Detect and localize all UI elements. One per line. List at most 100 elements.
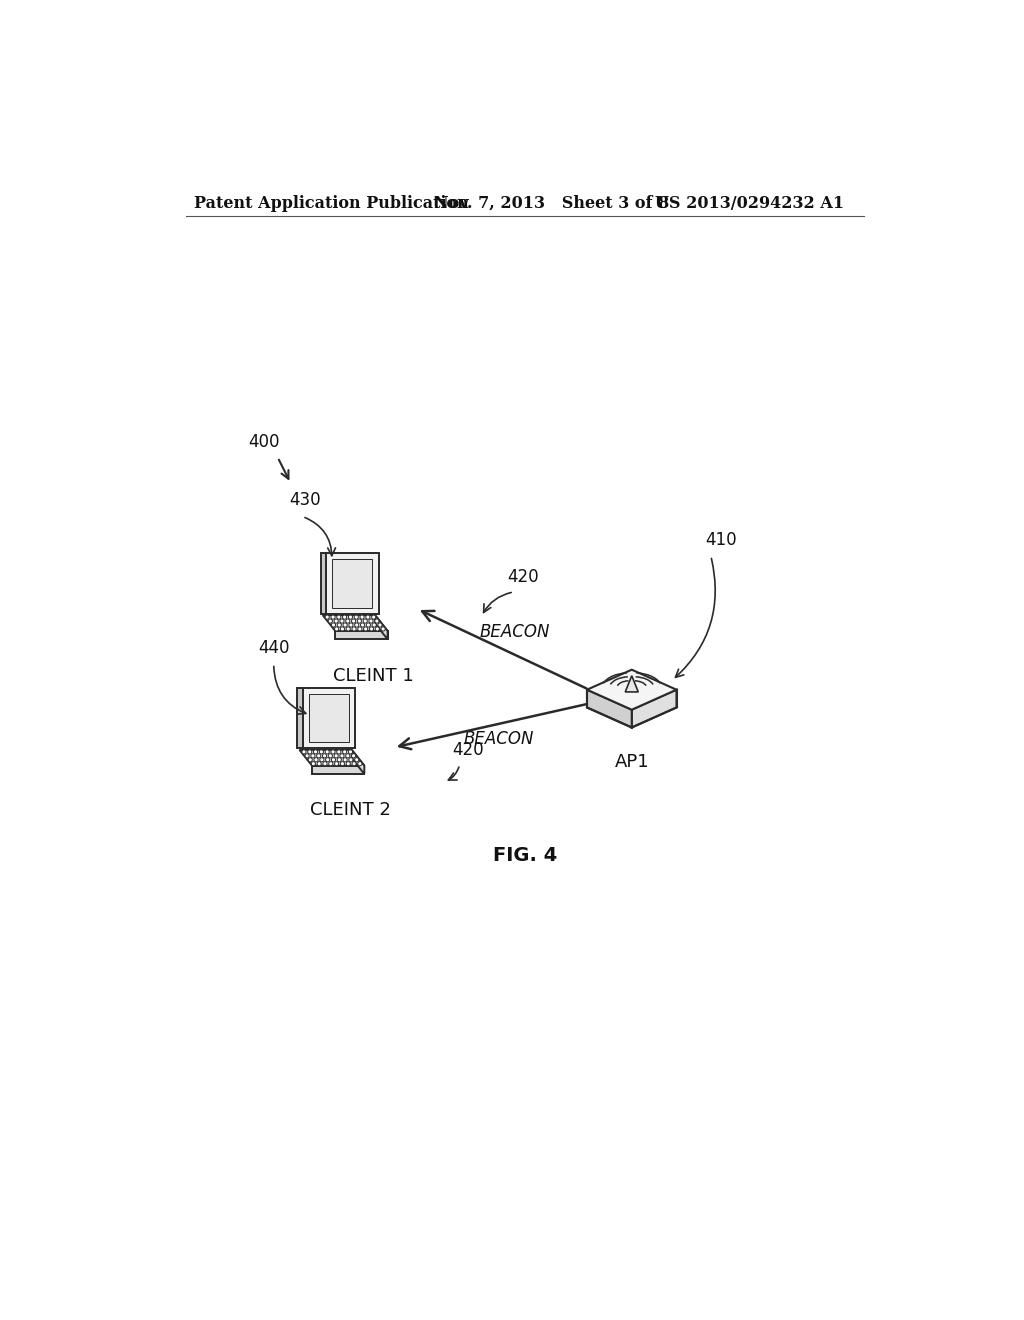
Circle shape — [337, 750, 341, 754]
Circle shape — [354, 615, 358, 619]
Circle shape — [305, 754, 309, 758]
Circle shape — [319, 758, 324, 762]
Circle shape — [375, 627, 379, 631]
Polygon shape — [312, 766, 365, 774]
Circle shape — [332, 623, 336, 627]
Circle shape — [352, 762, 356, 766]
FancyArrowPatch shape — [676, 558, 715, 677]
Text: 430: 430 — [289, 491, 321, 510]
Circle shape — [381, 627, 385, 631]
Circle shape — [346, 619, 350, 623]
Circle shape — [335, 627, 339, 631]
Circle shape — [323, 762, 327, 766]
Circle shape — [375, 619, 379, 623]
Text: BEACON: BEACON — [479, 623, 550, 642]
Circle shape — [349, 758, 353, 762]
Circle shape — [340, 619, 344, 623]
FancyArrowPatch shape — [305, 517, 336, 556]
Circle shape — [354, 758, 358, 762]
Circle shape — [340, 762, 344, 766]
Circle shape — [348, 615, 352, 619]
Circle shape — [378, 623, 382, 627]
Text: CLEINT 1: CLEINT 1 — [333, 667, 414, 685]
Circle shape — [302, 750, 306, 754]
Circle shape — [329, 619, 333, 623]
Circle shape — [323, 754, 327, 758]
Circle shape — [349, 623, 353, 627]
Polygon shape — [321, 553, 327, 614]
Circle shape — [340, 754, 344, 758]
Circle shape — [346, 762, 350, 766]
Polygon shape — [297, 688, 303, 748]
Circle shape — [372, 623, 376, 627]
Circle shape — [369, 619, 373, 623]
Circle shape — [313, 750, 317, 754]
Circle shape — [331, 750, 335, 754]
Circle shape — [360, 615, 365, 619]
Text: 400: 400 — [248, 433, 280, 451]
Circle shape — [343, 750, 347, 754]
Text: 440: 440 — [258, 639, 290, 657]
Circle shape — [352, 627, 356, 631]
Polygon shape — [626, 676, 638, 692]
Text: FIG. 4: FIG. 4 — [493, 846, 557, 865]
Text: AP1: AP1 — [614, 752, 649, 771]
Circle shape — [316, 754, 321, 758]
Polygon shape — [323, 615, 388, 631]
Circle shape — [354, 623, 358, 627]
Text: Patent Application Publication: Patent Application Publication — [194, 194, 469, 211]
Polygon shape — [299, 750, 365, 766]
Circle shape — [329, 762, 333, 766]
Circle shape — [346, 627, 350, 631]
Polygon shape — [335, 631, 388, 639]
Circle shape — [343, 623, 347, 627]
Circle shape — [317, 762, 322, 766]
Circle shape — [325, 750, 330, 754]
Text: 420: 420 — [452, 741, 483, 759]
Circle shape — [331, 615, 335, 619]
FancyArrowPatch shape — [449, 767, 459, 780]
FancyArrowPatch shape — [483, 593, 511, 612]
Circle shape — [340, 627, 344, 631]
FancyArrowPatch shape — [273, 667, 306, 714]
Text: CLEINT 2: CLEINT 2 — [310, 801, 391, 820]
Circle shape — [307, 750, 312, 754]
Polygon shape — [327, 553, 379, 614]
Circle shape — [346, 754, 350, 758]
Circle shape — [367, 623, 371, 627]
Circle shape — [334, 619, 338, 623]
Circle shape — [329, 754, 333, 758]
Circle shape — [372, 615, 376, 619]
Polygon shape — [303, 688, 355, 748]
Circle shape — [357, 762, 361, 766]
Circle shape — [360, 623, 365, 627]
Circle shape — [337, 623, 341, 627]
Circle shape — [311, 762, 315, 766]
Polygon shape — [632, 689, 677, 727]
Circle shape — [334, 754, 338, 758]
Circle shape — [357, 627, 361, 631]
Circle shape — [332, 758, 336, 762]
Circle shape — [337, 615, 341, 619]
Text: 420: 420 — [508, 568, 540, 586]
Circle shape — [357, 619, 361, 623]
Circle shape — [308, 758, 312, 762]
Circle shape — [370, 627, 374, 631]
Circle shape — [351, 754, 355, 758]
Text: Nov. 7, 2013   Sheet 3 of 8: Nov. 7, 2013 Sheet 3 of 8 — [434, 194, 670, 211]
Text: US 2013/0294232 A1: US 2013/0294232 A1 — [655, 194, 844, 211]
Polygon shape — [309, 694, 349, 742]
Polygon shape — [587, 689, 632, 727]
Circle shape — [319, 750, 324, 754]
Circle shape — [366, 615, 370, 619]
Text: BEACON: BEACON — [464, 730, 535, 748]
Circle shape — [364, 627, 368, 631]
Circle shape — [343, 615, 347, 619]
Circle shape — [335, 762, 339, 766]
Circle shape — [326, 758, 330, 762]
Circle shape — [348, 750, 352, 754]
Circle shape — [337, 758, 341, 762]
Polygon shape — [587, 669, 677, 710]
Polygon shape — [375, 615, 388, 639]
Polygon shape — [333, 558, 373, 607]
